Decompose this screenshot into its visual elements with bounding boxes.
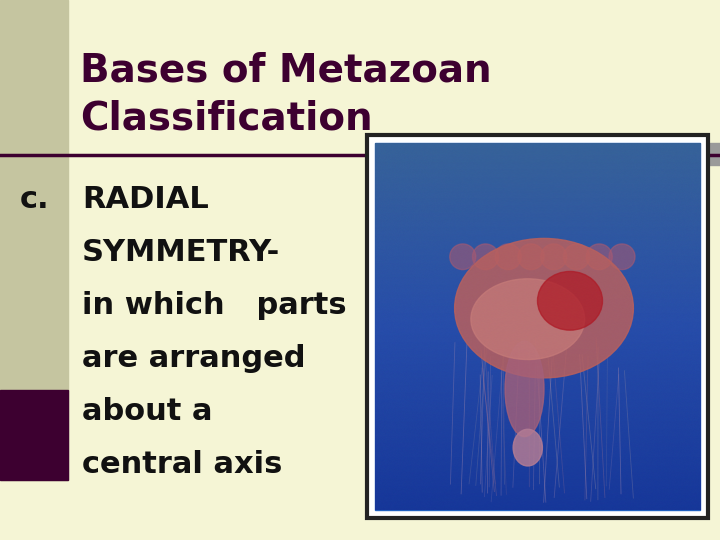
- Text: in which   parts: in which parts: [82, 291, 346, 320]
- Ellipse shape: [450, 244, 476, 269]
- Ellipse shape: [505, 341, 544, 437]
- Bar: [0, 0, 68, 480]
- Ellipse shape: [518, 244, 544, 269]
- Ellipse shape: [541, 244, 567, 269]
- Ellipse shape: [472, 244, 498, 269]
- Ellipse shape: [538, 272, 603, 330]
- Ellipse shape: [609, 244, 635, 269]
- Ellipse shape: [564, 244, 590, 269]
- Ellipse shape: [471, 279, 585, 360]
- Bar: [450, 143, 720, 165]
- Text: c.: c.: [20, 185, 50, 214]
- Ellipse shape: [495, 244, 521, 269]
- Bar: [0, 390, 68, 480]
- Text: RADIAL: RADIAL: [82, 185, 209, 214]
- Text: central axis: central axis: [82, 450, 282, 479]
- Text: SYMMETRY-: SYMMETRY-: [82, 238, 280, 267]
- Text: are arranged: are arranged: [82, 344, 305, 373]
- Ellipse shape: [586, 244, 612, 269]
- Text: Bases of Metazoan: Bases of Metazoan: [80, 52, 492, 90]
- Ellipse shape: [513, 429, 542, 466]
- Text: about a: about a: [82, 397, 212, 426]
- Bar: [367, 135, 708, 518]
- Text: Classification: Classification: [80, 100, 373, 138]
- Ellipse shape: [454, 239, 634, 378]
- Bar: [375, 143, 700, 510]
